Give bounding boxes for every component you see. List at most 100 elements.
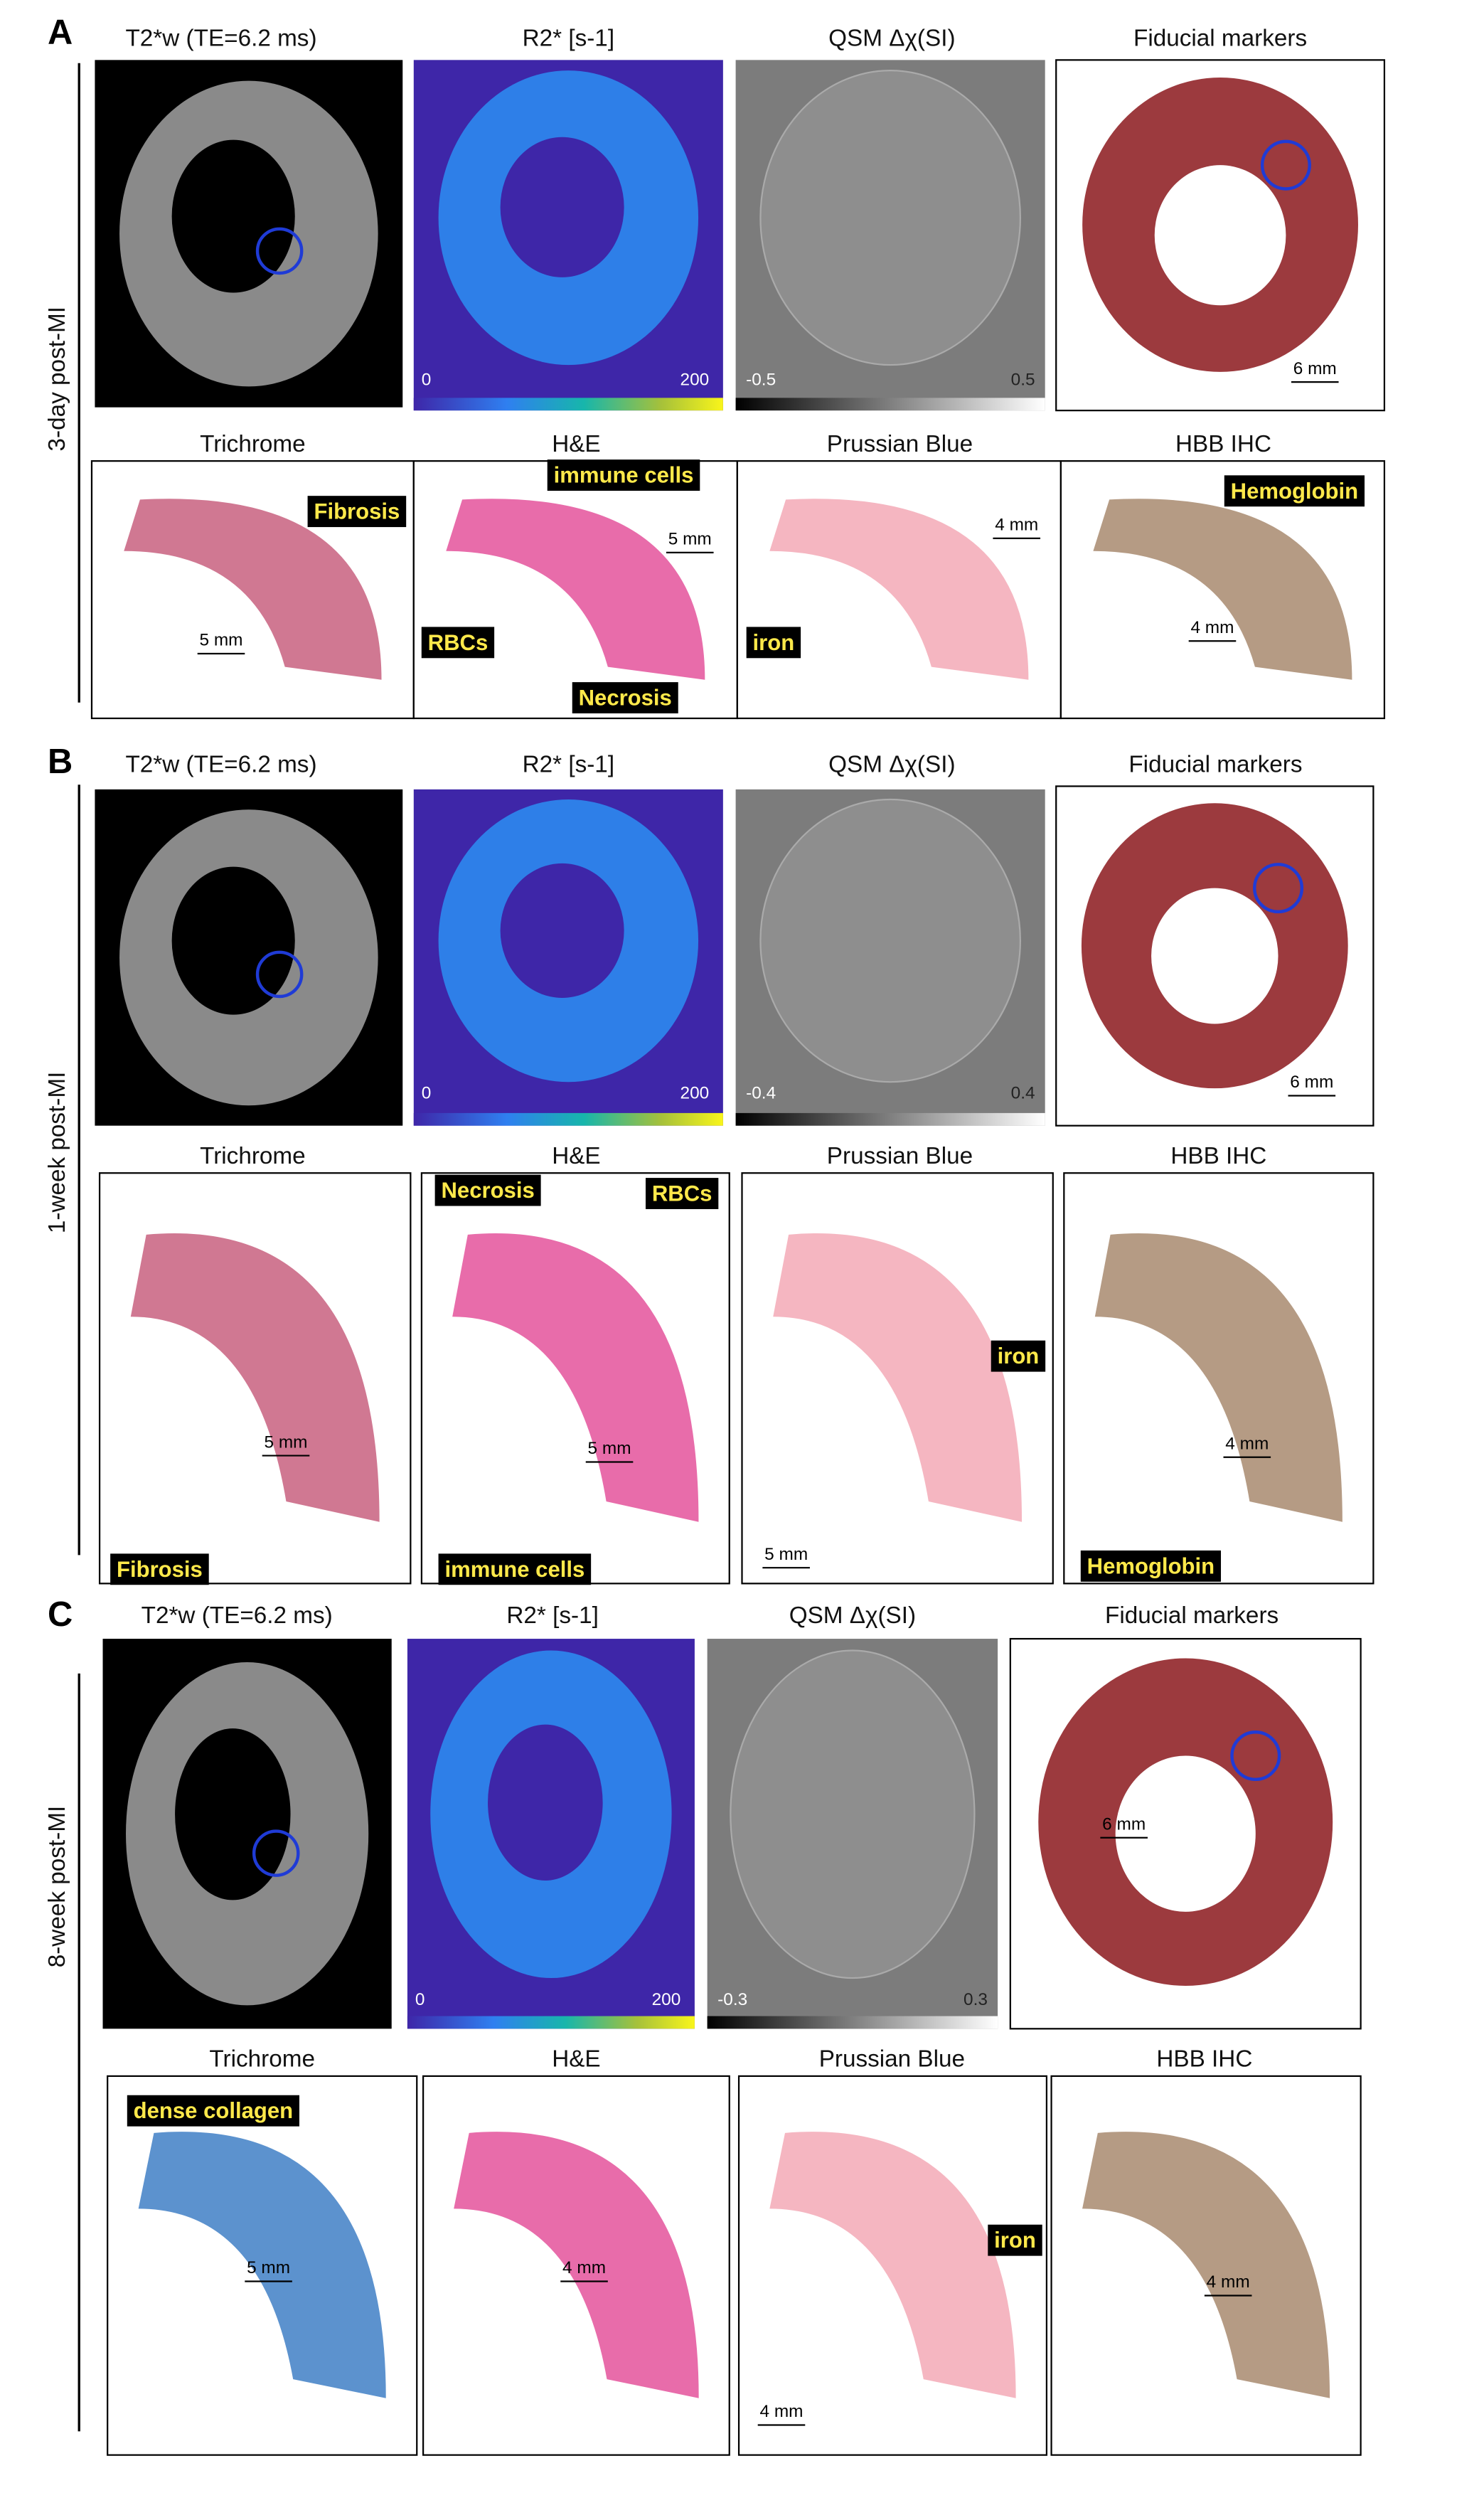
annotation-bg (1080, 1550, 1222, 1582)
histology-title: Trichrome (200, 431, 306, 457)
panel-letter: C (48, 1595, 73, 1634)
image-title: R2* [s-1] (523, 751, 614, 777)
qsm-myocardium (759, 798, 1021, 1083)
qsm-myocardium (759, 70, 1021, 366)
image-title: R2* [s-1] (506, 1602, 598, 1629)
scale-label: 6 mm (1102, 1814, 1146, 1834)
histology-title: Prussian Blue (827, 1143, 973, 1169)
image-title: T2*w (TE=6.2 ms) (125, 25, 316, 51)
colorbar-max: 200 (680, 370, 710, 389)
scale-label: 4 mm (1225, 1434, 1269, 1453)
annotation: Fibrosis (117, 1557, 203, 1582)
histology-title: Trichrome (209, 2046, 315, 2073)
row-label: 8-week post-MI (44, 1806, 70, 1968)
scale-label: 5 mm (588, 1439, 631, 1458)
histology-section (454, 2132, 699, 2398)
histology-section (1082, 2132, 1330, 2398)
histology-section (138, 2132, 386, 2398)
annotation-bg (547, 459, 700, 491)
scale-label: 5 mm (264, 1432, 307, 1452)
image-title: R2* [s-1] (523, 25, 614, 51)
histology-title: HBB IHC (1175, 431, 1271, 457)
qsm-myocardium (730, 1649, 976, 1979)
colorbar (413, 1112, 723, 1126)
annotation: iron (998, 1344, 1040, 1368)
row-label: 3-day post-MI (44, 307, 70, 451)
colorbar-max: 200 (680, 1084, 710, 1103)
scale-label: 4 mm (1190, 618, 1234, 637)
colorbar-min: 0 (422, 1084, 432, 1103)
annotation: iron (994, 2228, 1036, 2253)
annotation-bg (572, 682, 678, 713)
histology-section (130, 1233, 380, 1522)
annotation: Hemoglobin (1231, 479, 1358, 504)
scale-label: 6 mm (1293, 359, 1337, 378)
colorbar (735, 1112, 1045, 1126)
annotation: dense collagen (134, 2098, 293, 2123)
histology-section (773, 1233, 1023, 1522)
histology-section (452, 1233, 699, 1522)
scale-label: 5 mm (668, 530, 712, 549)
annotation-bg (746, 627, 801, 659)
annotation: immune cells (444, 1557, 584, 1582)
scale-label: 4 mm (995, 516, 1038, 535)
histology-title: H&E (552, 431, 600, 457)
fiducial-cavity (1154, 165, 1286, 306)
histology-title: Prussian Blue (819, 2046, 965, 2073)
image-title: T2*w (TE=6.2 ms) (125, 751, 316, 777)
scale-label: 6 mm (1290, 1073, 1333, 1092)
annotation: RBCs (652, 1181, 712, 1206)
histology-section (1093, 499, 1352, 680)
annotation-bg (307, 496, 407, 528)
scale-label: 4 mm (1207, 2272, 1250, 2292)
annotation-bg (991, 1340, 1046, 1372)
colorbar-min: -0.4 (746, 1084, 776, 1103)
row-label: 1-week post-MI (44, 1072, 70, 1234)
marker-circle (252, 1829, 300, 1877)
scale-label: 5 mm (199, 631, 242, 650)
histology-section (446, 499, 705, 680)
colorbar (407, 2016, 695, 2029)
annotation: iron (753, 630, 795, 655)
scale-label: 5 mm (247, 2258, 290, 2277)
annotation-bg (421, 627, 495, 659)
annotation: Hemoglobin (1087, 1553, 1215, 1578)
marker-circle (1260, 139, 1311, 191)
marker-circle (255, 950, 304, 999)
annotation: Necrosis (579, 686, 672, 711)
panel-letter: B (48, 743, 73, 781)
colorbar-max: 0.4 (1011, 1084, 1035, 1103)
image-title: Fiducial markers (1105, 1602, 1279, 1629)
annotation-bg (1224, 475, 1365, 507)
annotation: immune cells (554, 463, 694, 488)
annotation: RBCs (428, 630, 489, 655)
fiducial-cavity (1151, 888, 1279, 1024)
colorbar (735, 398, 1045, 411)
annotation: Fibrosis (314, 499, 400, 524)
colorbar (413, 398, 723, 411)
histology-title: Prussian Blue (827, 431, 973, 457)
histology-title: H&E (552, 1143, 600, 1169)
colorbar-min: 0 (415, 1990, 425, 2009)
histology-title: Trichrome (200, 1143, 306, 1169)
annotation-bg (110, 1553, 209, 1585)
scale-label: 4 mm (562, 2258, 606, 2277)
colorbar-min: -0.3 (717, 1990, 747, 2009)
annotation-bg (127, 2095, 299, 2127)
annotation-bg (988, 2224, 1042, 2256)
t2w-cavity (171, 866, 295, 1015)
scale-label: 5 mm (764, 1545, 808, 1564)
colorbar-min: 0 (422, 370, 432, 389)
histology-title: H&E (552, 2046, 600, 2073)
t2w-cavity (175, 1728, 291, 1900)
histology-section (769, 2132, 1016, 2398)
histology-section (1094, 1233, 1342, 1522)
r2-cavity (488, 1724, 603, 1881)
panel-letter: A (48, 14, 73, 52)
r2-cavity (500, 863, 624, 998)
image-title: QSM Δχ(SI) (789, 1602, 916, 1629)
histology-title: HBB IHC (1170, 1143, 1266, 1169)
histology-section (124, 499, 382, 680)
annotation-bg (438, 1553, 592, 1585)
